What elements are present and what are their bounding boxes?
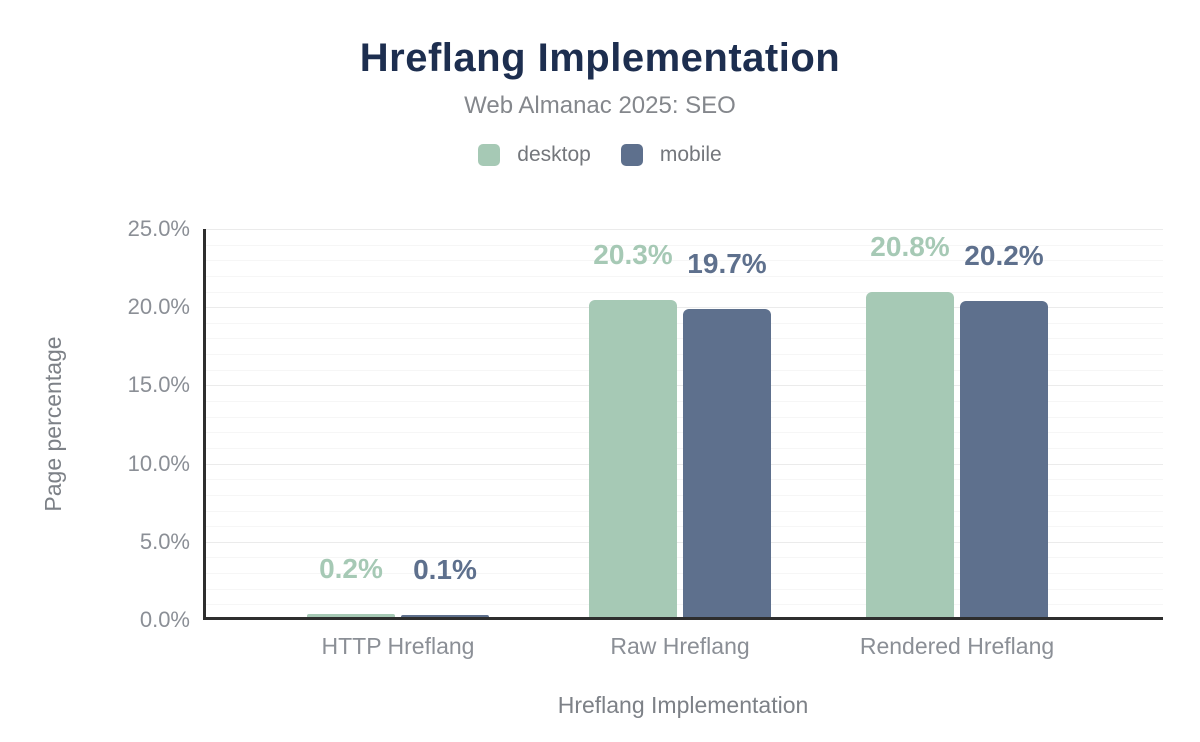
gridline-minor: [203, 291, 1163, 293]
y-tick-label: 20.0%: [127, 294, 190, 320]
x-axis-title: Hreflang Implementation: [557, 692, 809, 718]
y-tick-label: 5.0%: [139, 528, 190, 554]
value-label-mobile-raw-hreflang: 19.7%: [687, 248, 767, 279]
legend: desktop mobile: [0, 142, 1200, 168]
legend-item-desktop[interactable]: desktop: [478, 143, 591, 167]
value-label-mobile-rendered-hreflang: 20.2%: [964, 240, 1044, 271]
value-label-desktop-http-hreflang: 0.2%: [319, 553, 383, 584]
gridline-minor: [203, 260, 1163, 262]
value-label-desktop-raw-hreflang: 20.3%: [593, 239, 673, 270]
bar-desktop-rendered-hreflang[interactable]: [866, 292, 954, 617]
legend-item-mobile[interactable]: mobile: [620, 143, 722, 167]
legend-swatch-desktop: [478, 144, 501, 166]
chart-title: Hreflang Implementation: [359, 36, 841, 80]
chart-subtitle: Web Almanac 2025: SEO: [464, 92, 736, 119]
y-tick-label: 10.0%: [127, 450, 190, 476]
y-tick-label: 15.0%: [127, 372, 190, 398]
legend-label: mobile: [659, 143, 722, 166]
x-axis-line: [203, 617, 1163, 620]
bar-desktop-raw-hreflang[interactable]: [589, 300, 677, 617]
legend-swatch-mobile: [620, 144, 643, 166]
bar-desktop-http-hreflang[interactable]: [307, 614, 395, 617]
y-tick-label: 25.0%: [127, 216, 190, 241]
y-axis-line: [203, 229, 206, 620]
x-category-label-rendered-hreflang: Rendered Hreflang: [859, 633, 1055, 659]
y-tick-label: 0.0%: [139, 607, 190, 632]
x-category-label-http-hreflang: HTTP Hreflang: [321, 633, 475, 659]
bar-mobile-raw-hreflang[interactable]: [683, 309, 771, 617]
gridline-major: [203, 307, 1163, 309]
bar-mobile-http-hreflang[interactable]: [401, 615, 489, 617]
value-label-desktop-rendered-hreflang: 20.8%: [870, 231, 950, 262]
value-label-mobile-http-hreflang: 0.1%: [413, 554, 477, 585]
y-axis-title: Page percentage: [40, 336, 66, 512]
x-category-label-raw-hreflang: Raw Hreflang: [610, 633, 750, 659]
gridline-minor: [203, 275, 1163, 277]
bar-mobile-rendered-hreflang[interactable]: [960, 301, 1048, 617]
gridline-minor: [203, 244, 1163, 246]
plot-area: 0.2% 20.3% 20.8% 0.1% 19.7% 20.2%: [203, 229, 1163, 620]
gridline-major: [203, 229, 1163, 230]
legend-label: desktop: [517, 143, 591, 166]
